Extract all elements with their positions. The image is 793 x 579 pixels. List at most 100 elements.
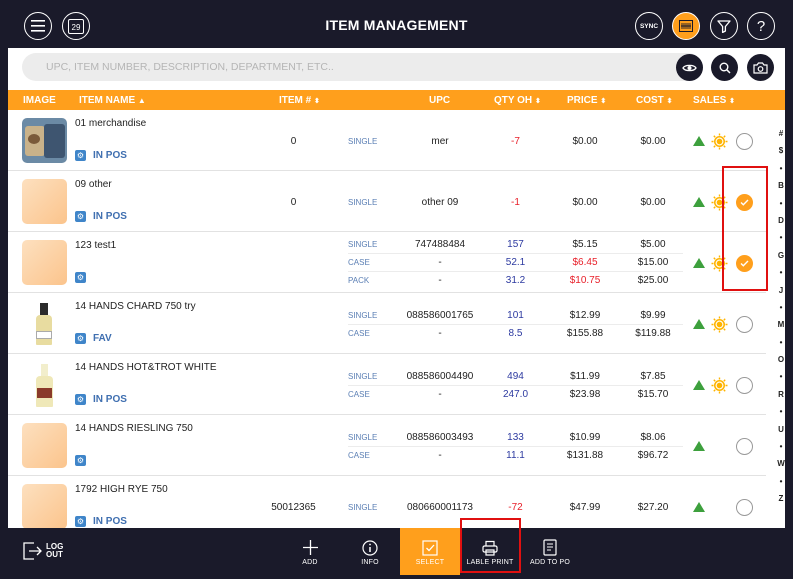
alphabet-index-letter[interactable]: • [779, 198, 783, 208]
alphabet-index[interactable]: # $ • B • D • G • J • M • O • R • U • W • Z [774, 125, 785, 508]
price-value: $0.00 [572, 136, 598, 147]
alphabet-index-letter[interactable]: • [779, 302, 783, 312]
search-button[interactable] [711, 54, 738, 81]
info-button[interactable]: INFO [340, 528, 400, 573]
col-item-name[interactable]: ITEM NAME ▲ [79, 95, 146, 106]
pack-type: SINGLE [348, 372, 378, 381]
settings-icon[interactable]: ⚙ [75, 150, 86, 161]
table-row[interactable]: 01 merchandise ⚙ IN POS 0 SINGLE mer -7 $0.00 $0… [8, 110, 766, 171]
upc-value: - [438, 389, 442, 400]
select-button[interactable]: SELECT [400, 528, 460, 575]
alphabet-index-letter[interactable]: • [779, 233, 783, 243]
add-to-po-button[interactable]: ADD TO PO [520, 528, 580, 573]
col-price-label: PRICE [567, 95, 598, 106]
qty-value: -7 [511, 136, 520, 147]
alphabet-index-letter[interactable]: • [779, 163, 783, 173]
alphabet-index-letter[interactable]: U [778, 424, 784, 434]
selection-highlight-box [722, 166, 768, 291]
alphabet-index-letter[interactable]: D [778, 215, 784, 225]
table-row[interactable]: 1792 HIGH RYE 750 ⚙ IN POS 50012365 SINGLE 08… [8, 476, 766, 528]
menu-button[interactable] [24, 12, 52, 40]
select-radio[interactable] [736, 194, 753, 211]
select-radio[interactable] [736, 499, 753, 516]
label-print-highlight-box [460, 518, 521, 573]
settings-icon[interactable]: ⚙ [75, 211, 86, 222]
table-row[interactable]: 14 HANDS CHARD 750 try ⚙ FAV SINGLE 08858600… [8, 293, 766, 354]
alphabet-index-letter[interactable]: • [779, 268, 783, 278]
alphabet-index-letter[interactable]: • [779, 476, 783, 486]
alphabet-index-letter[interactable]: • [779, 337, 783, 347]
alphabet-index-letter[interactable]: $ [778, 146, 784, 156]
alphabet-index-letter[interactable]: G [777, 250, 785, 260]
search-input[interactable]: UPC, ITEM NUMBER, DESCRIPTION, DEPARTMEN… [22, 53, 702, 81]
alphabet-index-letter[interactable]: J [778, 285, 784, 295]
sync-button[interactable]: SYNC [635, 12, 663, 40]
item-status-tag: IN POS [93, 150, 127, 161]
pack-type: CASE [348, 390, 370, 399]
item-name: 01 merchandise [75, 118, 147, 129]
alphabet-index-letter[interactable]: M [777, 320, 785, 330]
cost-value: $9.99 [640, 310, 666, 321]
qty-value: -1 [511, 197, 520, 208]
trend-up-icon [693, 441, 705, 451]
select-radio[interactable] [736, 377, 753, 394]
select-radio[interactable] [736, 133, 753, 150]
table-row[interactable]: 14 HANDS RIESLING 750 ⚙ SINGLE 088586003493… [8, 415, 766, 476]
alphabet-index-letter[interactable]: • [779, 372, 783, 382]
select-radio[interactable] [736, 255, 753, 272]
alphabet-index-letter[interactable]: R [778, 389, 784, 399]
add-button[interactable]: ADD [280, 528, 340, 573]
col-cost[interactable]: COST ⬍ [636, 95, 672, 106]
alphabet-index-letter[interactable]: W [777, 459, 785, 469]
alphabet-index-letter[interactable]: Z [778, 494, 784, 504]
barcode-grid-button[interactable] [672, 12, 700, 40]
trend-up-icon [693, 380, 705, 390]
select-radio[interactable] [736, 438, 753, 455]
table-row[interactable]: 09 other ⚙ IN POS 0 SINGLE other 09 -1 $0.00 $0.… [8, 171, 766, 232]
table-header: IMAGE ITEM NAME ▲ ITEM # ⬍ UPC QTY OH ⬍ … [8, 90, 785, 110]
alphabet-index-letter[interactable]: # [778, 129, 784, 138]
alphabet-index-letter[interactable]: O [777, 355, 785, 365]
table-row[interactable]: 14 HANDS HOT&TROT WHITE ⚙ IN POS SINGLE 0885… [8, 354, 766, 415]
settings-icon[interactable]: ⚙ [75, 394, 86, 405]
sun-badge-icon [711, 316, 728, 333]
cost-value: $27.20 [637, 502, 669, 513]
settings-icon[interactable]: ⚙ [75, 333, 86, 344]
view-toggle-button[interactable] [676, 54, 703, 81]
col-qty[interactable]: QTY OH ⬍ [494, 95, 541, 106]
price-value: $47.99 [569, 502, 601, 513]
upc-value: 088586003493 [406, 432, 474, 443]
settings-icon[interactable]: ⚙ [75, 272, 86, 283]
help-button[interactable]: ? [747, 12, 775, 40]
pack-type: SINGLE [348, 137, 378, 146]
select-radio[interactable] [736, 316, 753, 333]
qty-value: 133 [507, 432, 524, 443]
qty-value: 494 [507, 371, 524, 382]
item-name: 09 other [75, 179, 112, 190]
calendar-button[interactable]: 29 [62, 12, 90, 40]
info-label: INFO [361, 559, 379, 566]
table-row[interactable]: 123 test1 ⚙ SINGLE 747488484 157 $5.15 $5.00 CA… [8, 232, 766, 293]
logout-button[interactable]: LOG OUT [22, 540, 82, 568]
col-sales[interactable]: SALES ⬍ [693, 95, 735, 106]
col-item-number[interactable]: ITEM # ⬍ [279, 95, 320, 106]
col-price[interactable]: PRICE ⬍ [567, 95, 606, 106]
alphabet-index-letter[interactable]: • [779, 442, 783, 452]
price-value: $23.98 [569, 389, 601, 400]
price-value: $6.45 [572, 257, 598, 268]
pack-type: SINGLE [348, 240, 378, 249]
sort-asc-icon: ▲ [137, 96, 146, 105]
filter-button[interactable] [710, 12, 738, 40]
search-icon [719, 62, 731, 74]
settings-icon[interactable]: ⚙ [75, 516, 86, 527]
alphabet-index-letter[interactable]: • [779, 407, 783, 417]
bottom-toolbar: LOG OUT ADD INFO SELECT LABLE PRINT ADD … [0, 528, 793, 579]
label-print-button[interactable]: LABLE PRINT [460, 528, 520, 573]
item-number: 50012365 [271, 502, 316, 513]
settings-icon[interactable]: ⚙ [75, 455, 86, 466]
upc-value: 080660001173 [407, 502, 473, 513]
alphabet-index-letter[interactable]: B [778, 181, 784, 191]
camera-button[interactable] [747, 54, 774, 81]
item-tag-group: ⚙ FAV [75, 333, 112, 344]
question-icon: ? [756, 17, 766, 35]
